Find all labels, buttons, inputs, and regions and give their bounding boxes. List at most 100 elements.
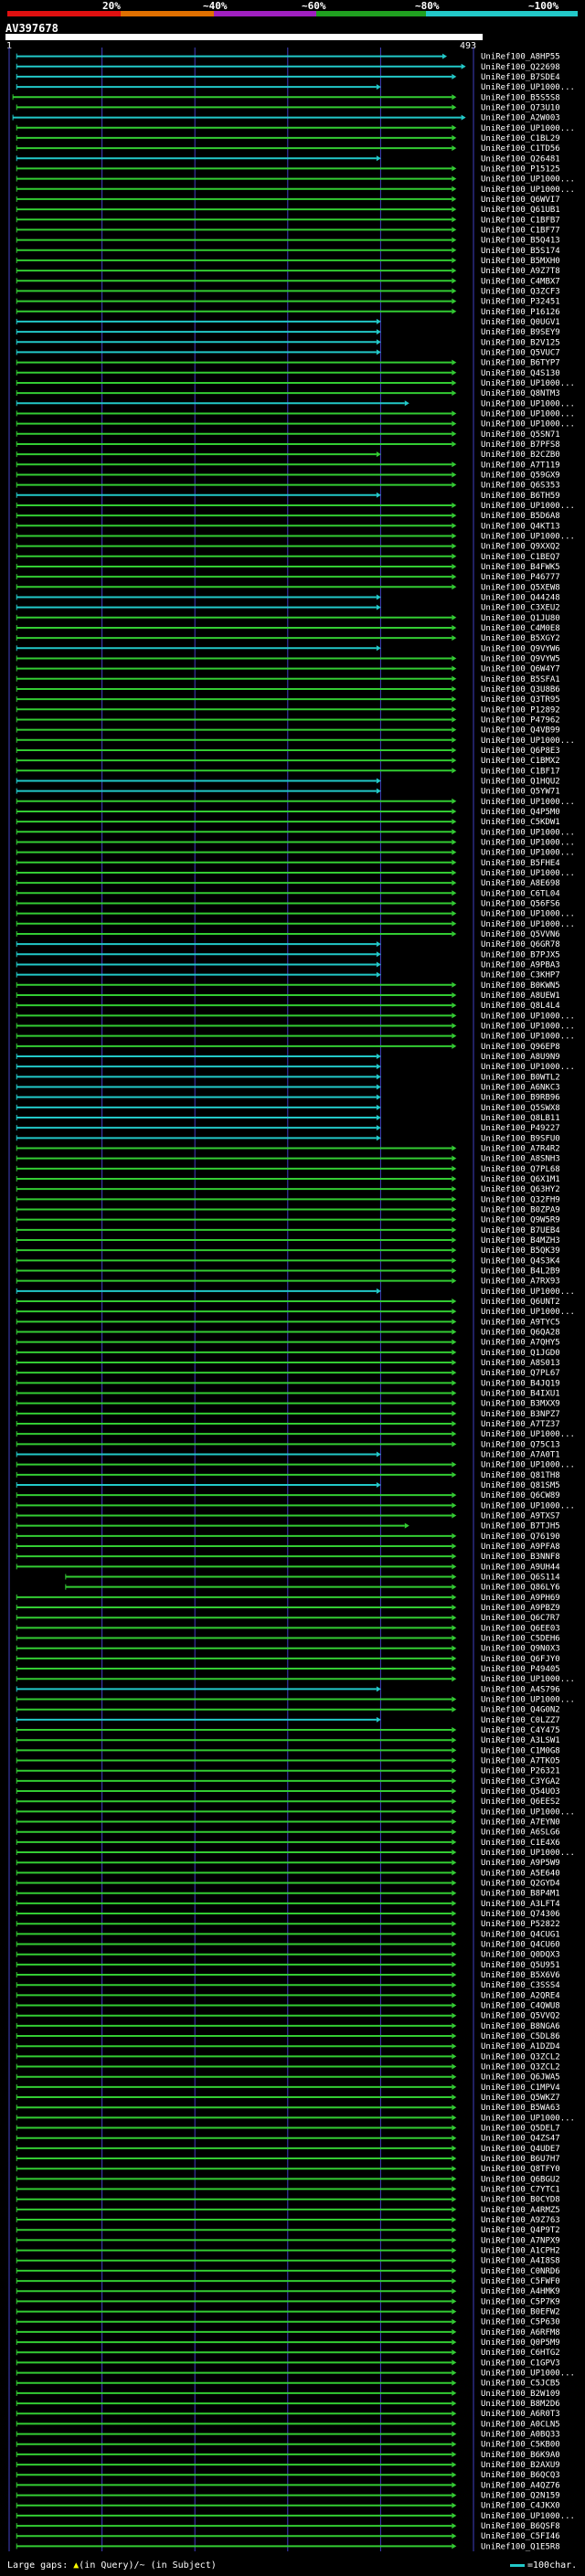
hit-row[interactable]: UniRef100_C6TL04 bbox=[16, 889, 560, 898]
hit-row[interactable]: UniRef100_UP1000... bbox=[16, 1022, 575, 1031]
hit-row[interactable]: UniRef100_UP1000... bbox=[16, 737, 575, 746]
hit-label[interactable]: UniRef100_A8E698 bbox=[481, 879, 560, 888]
hit-row[interactable]: UniRef100_Q5YW71 bbox=[16, 788, 560, 797]
hit-row[interactable]: UniRef100_UP1000... bbox=[16, 532, 575, 541]
hit-row[interactable]: UniRef100_B6QCQ3 bbox=[16, 2471, 560, 2480]
hit-row[interactable]: UniRef100_UP1000... bbox=[16, 798, 575, 807]
hit-row[interactable]: UniRef100_Q8LB11 bbox=[16, 1114, 560, 1123]
hit-row[interactable]: UniRef100_B4L2B9 bbox=[16, 1267, 560, 1276]
hit-row[interactable]: UniRef100_Q4ZS47 bbox=[16, 2135, 560, 2144]
hit-row[interactable]: UniRef100_Q5XEW8 bbox=[16, 583, 560, 592]
hit-row[interactable]: UniRef100_Q4P5M0 bbox=[16, 808, 560, 817]
hit-label[interactable]: UniRef100_Q61UB1 bbox=[481, 206, 560, 215]
hit-row[interactable]: UniRef100_UP1000... bbox=[16, 399, 575, 408]
hit-row[interactable]: UniRef100_B9SEY9 bbox=[16, 328, 560, 337]
hit-row[interactable]: UniRef100_A4S796 bbox=[16, 1685, 560, 1694]
hit-label[interactable]: UniRef100_B3NPZ7 bbox=[481, 1410, 560, 1419]
hit-label[interactable]: UniRef100_C3SSS4 bbox=[481, 1981, 560, 1990]
hit-row[interactable]: UniRef100_Q7PL67 bbox=[16, 1369, 560, 1378]
hit-label[interactable]: UniRef100_B0CYD8 bbox=[481, 2196, 560, 2205]
hit-label[interactable]: UniRef100_C1BMX2 bbox=[481, 757, 560, 766]
hit-row[interactable]: UniRef100_UP1000... bbox=[16, 409, 575, 419]
hit-label[interactable]: UniRef100_A9P5W9 bbox=[481, 1859, 560, 1868]
hit-row[interactable]: UniRef100_Q0P5M9 bbox=[16, 2338, 560, 2348]
hit-label[interactable]: UniRef100_C1M0G8 bbox=[481, 1746, 560, 1755]
hit-row[interactable]: UniRef100_Q5DEL7 bbox=[16, 2125, 560, 2134]
hit-label[interactable]: UniRef100_A9UH44 bbox=[481, 1563, 560, 1572]
hit-label[interactable]: UniRef100_UP1000... bbox=[481, 2369, 575, 2379]
hit-label[interactable]: UniRef100_B5FHE4 bbox=[481, 859, 560, 868]
hit-label[interactable]: UniRef100_UP1000... bbox=[481, 124, 575, 133]
hit-label[interactable]: UniRef100_Q6QA28 bbox=[481, 1329, 560, 1338]
hit-row[interactable]: UniRef100_B2AXU9 bbox=[16, 2461, 560, 2470]
hit-label[interactable]: UniRef100_A4I8S8 bbox=[481, 2257, 560, 2266]
hit-label[interactable]: UniRef100_Q6WVI7 bbox=[481, 196, 560, 205]
hit-label[interactable]: UniRef100_Q0P5M9 bbox=[481, 2338, 560, 2348]
hit-label[interactable]: UniRef100_B5Q413 bbox=[481, 237, 560, 246]
hit-row[interactable]: UniRef100_B7SDE4 bbox=[16, 73, 560, 82]
hit-label[interactable]: UniRef100_C3XEU2 bbox=[481, 604, 560, 613]
hit-label[interactable]: UniRef100_UP1000... bbox=[481, 1308, 575, 1317]
hit-row[interactable]: UniRef100_UP1000... bbox=[16, 838, 575, 847]
hit-row[interactable]: UniRef100_A8U9N9 bbox=[16, 1053, 560, 1062]
hit-label[interactable]: UniRef100_A9PFA8 bbox=[481, 1542, 560, 1552]
hit-row[interactable]: UniRef100_Q6C7R7 bbox=[16, 1614, 560, 1623]
hit-label[interactable]: UniRef100_Q3ZCL2 bbox=[481, 2063, 560, 2072]
hit-label[interactable]: UniRef100_Q86LY6 bbox=[481, 1584, 560, 1593]
hit-row[interactable]: UniRef100_C3XEU2 bbox=[16, 604, 560, 613]
hit-row[interactable]: UniRef100_UP1000... bbox=[16, 502, 575, 511]
hit-label[interactable]: UniRef100_Q6C7R7 bbox=[481, 1614, 560, 1623]
hit-label[interactable]: UniRef100_Q9XXQ2 bbox=[481, 543, 560, 552]
hit-label[interactable]: UniRef100_B5S174 bbox=[481, 247, 560, 256]
hit-label[interactable]: UniRef100_B2V125 bbox=[481, 338, 560, 347]
hit-row[interactable]: UniRef100_UP1000... bbox=[16, 1849, 575, 1858]
hit-row[interactable]: UniRef100_Q81SM5 bbox=[16, 1481, 560, 1490]
hit-label[interactable]: UniRef100_A4HMK9 bbox=[481, 2287, 560, 2296]
hit-row[interactable]: UniRef100_Q8NTM3 bbox=[16, 389, 560, 398]
hit-row[interactable]: UniRef100_B3NPZ7 bbox=[16, 1410, 560, 1419]
hit-row[interactable]: UniRef100_UP1000... bbox=[16, 1033, 575, 1042]
hit-label[interactable]: UniRef100_Q8TFY0 bbox=[481, 2165, 560, 2174]
hit-row[interactable]: UniRef100_C3YGA2 bbox=[16, 1777, 560, 1786]
hit-label[interactable]: UniRef100_P49227 bbox=[481, 1124, 560, 1133]
hit-label[interactable]: UniRef100_B7PFS8 bbox=[481, 440, 560, 450]
hit-row[interactable]: UniRef100_B8NGA6 bbox=[16, 2022, 560, 2031]
hit-row[interactable]: UniRef100_A7EYN0 bbox=[16, 1818, 560, 1828]
hit-label[interactable]: UniRef100_C1GPV3 bbox=[481, 2359, 560, 2368]
hit-row[interactable]: UniRef100_B5X6V6 bbox=[16, 1971, 560, 1980]
hit-label[interactable]: UniRef100_B4L2B9 bbox=[481, 1267, 560, 1276]
hit-row[interactable]: UniRef100_A6SLG6 bbox=[16, 1829, 560, 1838]
hit-label[interactable]: UniRef100_B5WA63 bbox=[481, 2104, 560, 2113]
hit-label[interactable]: UniRef100_UP1000... bbox=[481, 1461, 575, 1470]
hit-label[interactable]: UniRef100_P32451 bbox=[481, 298, 560, 307]
hit-row[interactable]: UniRef100_C1BFB7 bbox=[16, 216, 560, 225]
hit-row[interactable]: UniRef100_P47962 bbox=[16, 716, 560, 725]
hit-row[interactable]: UniRef100_B5S174 bbox=[16, 247, 560, 256]
hit-label[interactable]: UniRef100_Q9VYW6 bbox=[481, 644, 560, 653]
hit-label[interactable]: UniRef100_A2W003 bbox=[481, 114, 560, 123]
hit-label[interactable]: UniRef100_A6NKC3 bbox=[481, 1083, 560, 1092]
hit-row[interactable]: UniRef100_A9TYC5 bbox=[16, 1318, 560, 1327]
hit-label[interactable]: UniRef100_C1MPV4 bbox=[481, 2083, 560, 2093]
hit-row[interactable]: UniRef100_Q5SN71 bbox=[16, 430, 560, 440]
hit-row[interactable]: UniRef100_UP1000... bbox=[16, 1461, 575, 1470]
hit-row[interactable]: UniRef100_Q7PL68 bbox=[16, 1165, 560, 1174]
hit-row[interactable]: UniRef100_B5MXH0 bbox=[16, 257, 560, 266]
hit-row[interactable]: UniRef100_C1MPV4 bbox=[16, 2083, 560, 2093]
hit-row[interactable]: UniRef100_Q61UB1 bbox=[16, 206, 560, 215]
hit-label[interactable]: UniRef100_UP1000... bbox=[481, 828, 575, 837]
hit-row[interactable]: UniRef100_A9UH44 bbox=[16, 1563, 560, 1572]
hit-label[interactable]: UniRef100_Q73U10 bbox=[481, 103, 560, 112]
hit-row[interactable]: UniRef100_Q0DQX3 bbox=[16, 1951, 560, 1960]
hit-row[interactable]: UniRef100_B8M2D6 bbox=[16, 2400, 560, 2409]
hit-row[interactable]: UniRef100_UP1000... bbox=[16, 1696, 575, 1705]
hit-row[interactable]: UniRef100_A7NPX9 bbox=[16, 2236, 560, 2245]
hit-row[interactable]: UniRef100_C1BMX2 bbox=[16, 757, 560, 766]
hit-row[interactable]: UniRef100_Q4VB99 bbox=[16, 726, 560, 736]
hit-row[interactable]: UniRef100_UP1000... bbox=[16, 828, 575, 837]
hit-row[interactable]: UniRef100_B2W109 bbox=[16, 2390, 560, 2399]
hit-row[interactable]: UniRef100_B9SFU0 bbox=[16, 1134, 560, 1143]
hit-row[interactable]: UniRef100_A8S013 bbox=[16, 1359, 560, 1368]
hit-row[interactable]: UniRef100_A4RMZ5 bbox=[16, 2206, 560, 2215]
hit-row[interactable]: UniRef100_C1BF77 bbox=[16, 226, 560, 235]
